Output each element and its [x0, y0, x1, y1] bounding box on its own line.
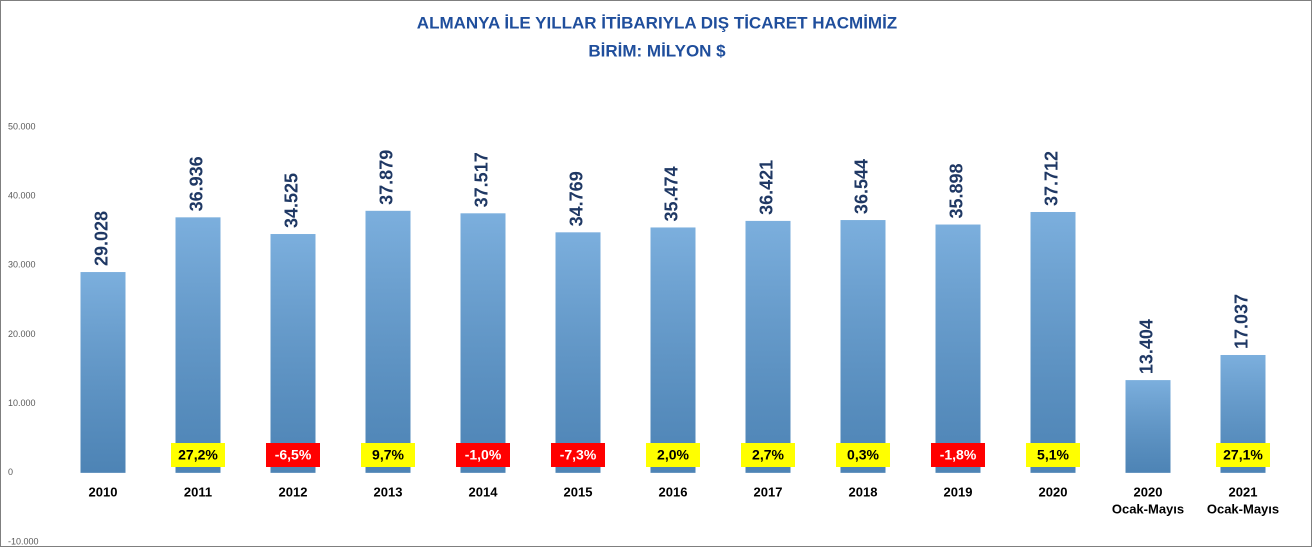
- growth-badge: [1026, 443, 1080, 467]
- x-tick-label: Ocak-Mayıs: [1207, 501, 1279, 516]
- bar-shade: [460, 213, 506, 473]
- value-label: 35.474: [662, 166, 682, 221]
- growth-label: 2,7%: [752, 447, 784, 463]
- value-label: 36.936: [187, 156, 207, 211]
- y-tick-label: -10.000: [8, 536, 39, 546]
- value-label: 37.712: [1042, 151, 1062, 206]
- growth-badge: [456, 443, 510, 467]
- bar-shade: [80, 272, 126, 473]
- value-label: 29.028: [92, 211, 112, 266]
- bar-shade: [175, 217, 221, 473]
- x-tick-label: 2020: [1134, 484, 1163, 499]
- growth-label: 9,7%: [372, 447, 404, 463]
- bar-shade: [1125, 380, 1171, 473]
- growth-badge: [551, 443, 605, 467]
- x-tick-label: 2012: [279, 484, 308, 499]
- growth-label: -6,5%: [275, 447, 312, 463]
- x-tick-label: 2018: [849, 484, 878, 499]
- bar-shade: [745, 220, 791, 473]
- y-tick-label: 50.000: [8, 121, 36, 131]
- bar-shade: [840, 220, 886, 473]
- value-label: 36.421: [757, 160, 777, 215]
- value-label: 17.037: [1232, 294, 1252, 349]
- value-label: 34.525: [282, 173, 302, 228]
- growth-badge: [1216, 443, 1270, 467]
- bar-shade: [270, 234, 316, 473]
- value-label: 34.769: [567, 171, 587, 226]
- value-label: 35.898: [947, 163, 967, 218]
- value-label: 36.544: [852, 159, 872, 214]
- growth-badge: [931, 443, 985, 467]
- y-tick-label: 10.000: [8, 398, 36, 408]
- x-tick-label: Ocak-Mayıs: [1112, 501, 1184, 516]
- growth-badge: [361, 443, 415, 467]
- chart-subtitle: BİRİM: MİLYON $: [588, 41, 726, 60]
- bar-shade: [555, 232, 601, 473]
- chart-title: ALMANYA İLE YILLAR İTİBARIYLA DIŞ TİCARE…: [417, 13, 897, 32]
- x-tick-label: 2016: [659, 484, 688, 499]
- value-label: 37.517: [472, 152, 492, 207]
- growth-badge: [741, 443, 795, 467]
- growth-label: -1,0%: [465, 447, 502, 463]
- growth-label: 2,0%: [657, 447, 689, 463]
- x-tick-label: 2013: [374, 484, 403, 499]
- x-tick-label: 2019: [944, 484, 973, 499]
- x-tick-label: 2020: [1039, 484, 1068, 499]
- growth-label: 27,1%: [1223, 447, 1263, 463]
- x-tick-label: 2015: [564, 484, 593, 499]
- y-tick-label: 30.000: [8, 260, 36, 270]
- y-tick-label: 0: [8, 467, 13, 477]
- x-tick-label: 2010: [89, 484, 118, 499]
- growth-badge: [836, 443, 890, 467]
- x-tick-label: 2011: [184, 484, 212, 499]
- value-label: 13.404: [1137, 319, 1157, 374]
- growth-label: 5,1%: [1037, 447, 1069, 463]
- bar-shade: [650, 227, 696, 473]
- bar-shade: [1030, 211, 1076, 473]
- growth-label: -7,3%: [560, 447, 597, 463]
- value-label: 37.879: [377, 150, 397, 205]
- growth-badge: [646, 443, 700, 467]
- y-tick-label: 40.000: [8, 191, 36, 201]
- growth-label: 27,2%: [178, 447, 218, 463]
- growth-label: 0,3%: [847, 447, 879, 463]
- growth-badge: [266, 443, 320, 467]
- bar-shade: [365, 210, 411, 473]
- growth-badge: [171, 443, 225, 467]
- x-tick-label: 2017: [754, 484, 783, 499]
- bar-shade: [935, 224, 981, 473]
- x-tick-label: 2021: [1229, 484, 1258, 499]
- growth-label: -1,8%: [940, 447, 977, 463]
- y-tick-label: 20.000: [8, 329, 36, 339]
- x-tick-label: 2014: [469, 484, 499, 499]
